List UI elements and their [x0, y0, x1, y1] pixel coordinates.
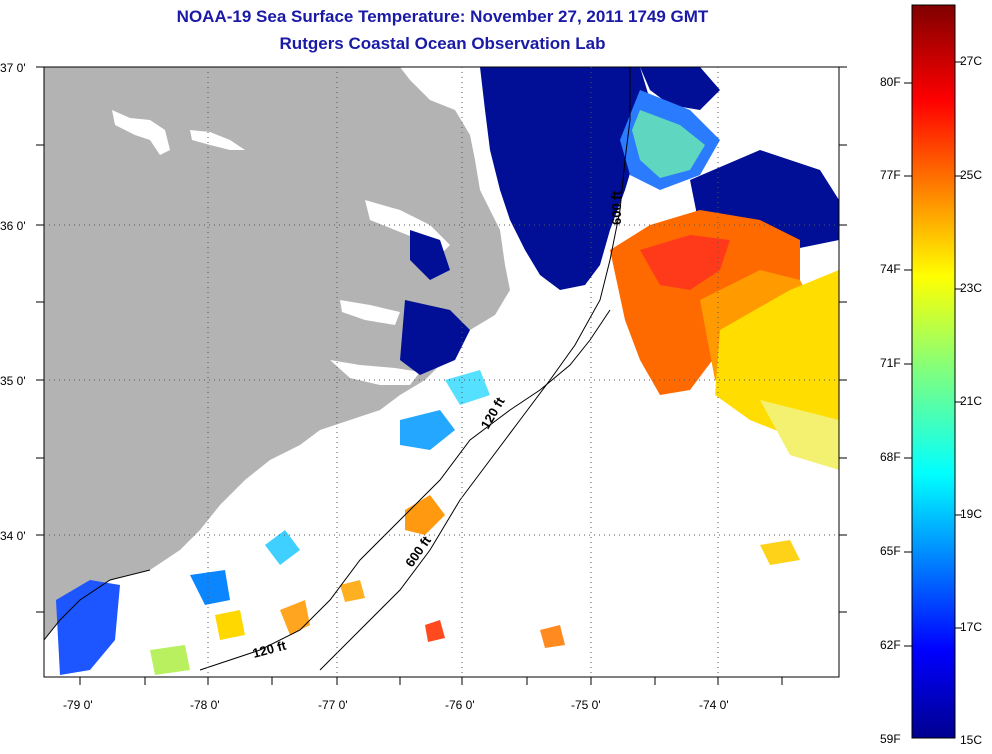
contour-120ft [199, 309, 611, 671]
colorbar-c-label: 19C [960, 507, 983, 521]
lon-label: -74 0' [699, 698, 729, 712]
axis-ticks [36, 66, 847, 685]
map-panel [44, 67, 839, 677]
colorbar-c-label: 27C [960, 54, 983, 68]
lon-label: -78 0' [190, 698, 220, 712]
colorbar-f-label: 59F [880, 732, 901, 746]
lon-label: -75 0' [571, 698, 601, 712]
colorbar-f-label: 80F [880, 75, 901, 89]
cold-water-region [480, 67, 650, 290]
lat-label: 36 0' [0, 219, 26, 233]
colorbar-c-label: 23C [960, 281, 983, 295]
lon-label: -76 0' [445, 698, 475, 712]
lon-label: -79 0' [63, 698, 93, 712]
colorbar-c-label: 25C [960, 168, 983, 182]
lat-label: 35 0' [0, 374, 26, 388]
colorbar-f-label: 62F [880, 638, 901, 652]
map-border [43, 66, 840, 678]
contour-label: 600 ft [609, 190, 624, 225]
lat-label: 34 0' [0, 529, 26, 543]
colorbar [911, 4, 956, 739]
colorbar-f-label: 71F [880, 356, 901, 370]
lat-label: 37 0' [0, 61, 26, 75]
map-subtitle: Rutgers Coastal Ocean Observation Lab [279, 34, 606, 53]
graticule [44, 67, 839, 677]
colorbar-c-label: 15C [960, 733, 983, 747]
colorbar-c-label: 17C [960, 620, 983, 634]
colorbar-f-label: 68F [880, 450, 901, 464]
map-title: NOAA-19 Sea Surface Temperature: Novembe… [176, 7, 709, 26]
colorbar-f-label: 65F [880, 544, 901, 558]
lon-label: -77 0' [318, 698, 348, 712]
colorbar-f-label: 77F [880, 168, 901, 182]
colorbar-c-label: 21C [960, 394, 983, 408]
colorbar-f-label: 74F [880, 262, 901, 276]
